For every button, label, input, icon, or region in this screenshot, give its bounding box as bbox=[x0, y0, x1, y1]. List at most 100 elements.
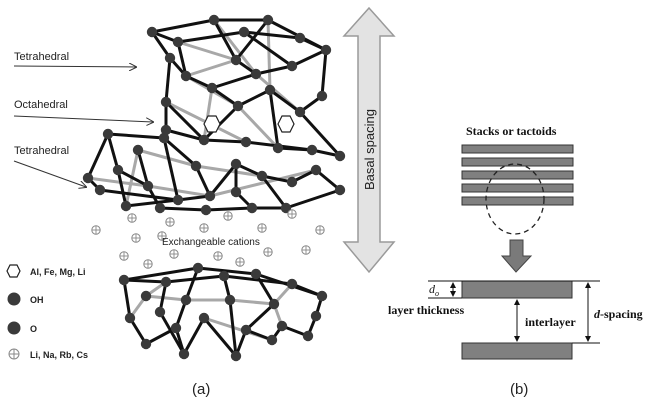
legend-text-cations-octa: Al, Fe, Mg, Li bbox=[30, 267, 86, 277]
caption-b: (b) bbox=[510, 381, 528, 398]
crystal-structure bbox=[82, 14, 346, 362]
exchangeable-cation bbox=[157, 231, 167, 241]
bond-line bbox=[298, 110, 342, 158]
atom bbox=[310, 310, 322, 322]
bond-line bbox=[86, 133, 110, 179]
atom bbox=[160, 96, 172, 108]
atom bbox=[206, 82, 218, 94]
tactoid-stack bbox=[461, 144, 574, 206]
atom bbox=[94, 184, 106, 196]
bond-line bbox=[164, 100, 206, 142]
bond-line bbox=[203, 138, 247, 144]
bond-line bbox=[117, 168, 149, 188]
hexagon-icon bbox=[6, 264, 21, 278]
stack-layer bbox=[461, 183, 574, 193]
exchangeable-cation bbox=[223, 211, 233, 221]
legend-text-oh: OH bbox=[30, 295, 44, 305]
atom bbox=[112, 164, 124, 176]
atom bbox=[286, 60, 298, 72]
bond-line bbox=[236, 104, 280, 150]
atom bbox=[180, 294, 192, 306]
bond-line bbox=[147, 184, 211, 198]
atom bbox=[286, 278, 298, 290]
exchangeable-cation bbox=[257, 223, 267, 233]
basal-spacing-arrow bbox=[342, 6, 396, 274]
exchangeable-cation bbox=[235, 257, 245, 267]
arrow-tetrahedral-top bbox=[13, 66, 136, 67]
legend-text-o: O bbox=[30, 324, 37, 334]
atom bbox=[286, 176, 298, 188]
atom bbox=[172, 36, 184, 48]
zoom-circle bbox=[485, 163, 545, 235]
crossed-circle-icon bbox=[8, 348, 20, 360]
atom bbox=[240, 324, 252, 336]
bond-line bbox=[197, 266, 257, 276]
zoom-down-arrow bbox=[500, 239, 533, 273]
bond-line bbox=[177, 194, 211, 202]
atom bbox=[124, 312, 136, 324]
atom bbox=[118, 274, 130, 286]
atom bbox=[302, 330, 314, 342]
bond-line bbox=[243, 30, 293, 68]
bond-line bbox=[136, 149, 150, 187]
atom bbox=[256, 170, 268, 182]
exchangeable-cation bbox=[213, 251, 223, 261]
atom bbox=[232, 100, 244, 112]
atom bbox=[238, 26, 250, 38]
bond-line bbox=[237, 88, 271, 108]
bond-line bbox=[182, 317, 206, 355]
atom bbox=[198, 134, 210, 146]
atom bbox=[310, 164, 322, 176]
atom bbox=[132, 144, 144, 156]
atom bbox=[120, 200, 132, 212]
bond-line bbox=[268, 89, 280, 149]
bond-line bbox=[123, 266, 199, 282]
atom bbox=[230, 186, 242, 198]
bond-line bbox=[291, 48, 327, 68]
atom bbox=[276, 320, 288, 332]
atom bbox=[262, 14, 274, 26]
atom bbox=[178, 348, 190, 360]
atom bbox=[320, 44, 332, 56]
atom bbox=[180, 70, 192, 82]
exchangeable-cation bbox=[131, 233, 141, 243]
atom bbox=[200, 204, 212, 216]
atom bbox=[268, 298, 280, 310]
atom bbox=[246, 202, 258, 214]
bond-line bbox=[254, 273, 276, 305]
bond-line bbox=[165, 128, 205, 142]
label-interlayer: interlayer bbox=[525, 315, 576, 329]
bond-line bbox=[315, 168, 341, 192]
bond-line bbox=[208, 163, 238, 197]
label-octahedral: Octahedral bbox=[14, 99, 68, 111]
atom bbox=[272, 142, 284, 154]
bond-line bbox=[209, 168, 317, 198]
bond-line bbox=[99, 188, 179, 202]
legend: Al, Fe, Mg, Li OH O Li, Na, Rb, Cs bbox=[6, 264, 88, 360]
bond-line bbox=[212, 19, 258, 75]
bond-line bbox=[260, 175, 288, 209]
oh-atom-icon bbox=[7, 292, 21, 306]
bond-line bbox=[107, 132, 165, 140]
atom bbox=[250, 268, 262, 280]
bond-line bbox=[244, 302, 276, 332]
bond-line bbox=[87, 176, 149, 188]
bond-line bbox=[285, 188, 341, 210]
atom bbox=[316, 90, 328, 102]
atom bbox=[140, 290, 152, 302]
atom bbox=[190, 160, 202, 172]
atom bbox=[146, 26, 158, 38]
bond-line bbox=[205, 206, 253, 212]
atom bbox=[240, 136, 252, 148]
exchangeable-cation bbox=[315, 225, 325, 235]
caption-a: (a) bbox=[192, 381, 210, 398]
label-basal-spacing: Basal spacing bbox=[362, 109, 377, 190]
atom bbox=[230, 54, 242, 66]
clay-layer-top bbox=[461, 280, 573, 299]
label-tetrahedral-top: Tetrahedral bbox=[14, 51, 69, 63]
bond-line bbox=[163, 136, 197, 168]
exchangeable-cation bbox=[119, 251, 129, 261]
bond-line bbox=[184, 267, 200, 301]
bond-line bbox=[202, 87, 214, 141]
bond-line bbox=[212, 19, 238, 61]
